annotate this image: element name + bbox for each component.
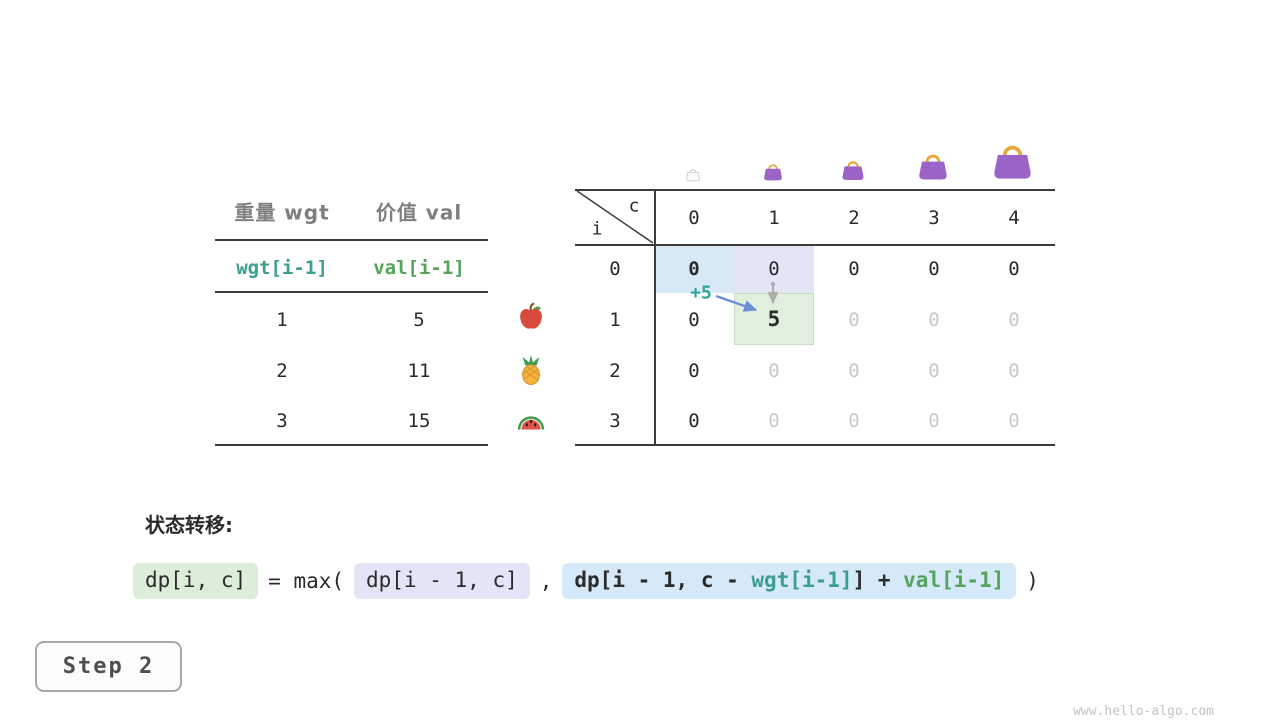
dp-cell-3-3: 0 (928, 410, 940, 432)
dp-cell-3-4: 0 (1008, 410, 1020, 432)
dp-cell-3-0: 0 (688, 410, 700, 432)
watermelon-icon (516, 406, 546, 440)
items-table-mid-rule (215, 291, 488, 293)
dp-col-header: 1 (768, 207, 780, 229)
formula-equals-max: = max( (268, 569, 345, 593)
dp-cell-0-3: 0 (928, 258, 940, 280)
formula-option-keep: dp[i - 1, c] (354, 563, 530, 599)
item-value: 11 (407, 360, 431, 382)
dp-cell-0-0: 0 (688, 258, 700, 280)
formula-option-take: dp[i - 1, c - wgt[i-1]] + val[i-1] (562, 563, 1017, 599)
dp-table-header-rule (575, 244, 1055, 246)
item-value: 5 (413, 309, 425, 331)
bag-xlarge-icon (990, 137, 1035, 186)
pineapple-icon (516, 355, 546, 389)
formula-take-mid: ] + (852, 568, 904, 592)
dp-cell-2-1: 0 (768, 360, 780, 382)
dp-cell-1-0: 0 (688, 309, 700, 331)
formula-take-prefix: dp[i - 1, c - (574, 568, 752, 592)
highlight-cell-0-0 (655, 246, 734, 293)
corner-diagonal-line (576, 190, 654, 244)
items-table-top-rule (215, 239, 488, 241)
dp-col-header: 0 (688, 207, 700, 229)
item-weight: 2 (276, 360, 288, 382)
dp-cell-1-3: 0 (928, 309, 940, 331)
dp-col-header: 4 (1008, 207, 1020, 229)
state-transition-label: 状态转移: (145, 513, 233, 537)
item-weight: 3 (276, 410, 288, 432)
items-table-bottom-rule (215, 444, 488, 446)
bag-medium-icon (840, 156, 866, 186)
corner-row-var: i (591, 218, 603, 240)
dp-row-header: 3 (609, 410, 621, 432)
item-weight: 1 (276, 309, 288, 331)
bag-small-icon (762, 160, 784, 186)
dp-row-header: 1 (609, 309, 621, 331)
dp-cell-2-0: 0 (688, 360, 700, 382)
dp-col-header: 2 (848, 207, 860, 229)
formula-lhs: dp[i, c] (133, 563, 259, 599)
formula-take-val: val[i-1] (903, 568, 1005, 592)
state-transition-formula: dp[i, c] = max( dp[i - 1, c] , dp[i - 1,… (133, 558, 1039, 604)
item-value: 15 (407, 410, 431, 432)
dp-row-header: 2 (609, 360, 621, 382)
dp-cell-3-1: 0 (768, 410, 780, 432)
formula-separator: , (539, 569, 553, 593)
add-value-annotation: +5 (690, 282, 712, 304)
dp-cell-0-1: 0 (768, 258, 780, 280)
items-formula-wgt: wgt[i-1] (236, 257, 328, 279)
dp-row-header: 0 (609, 258, 621, 280)
watermark: www.hello-algo.com (1073, 704, 1214, 719)
formula-close-paren: ) (1026, 569, 1039, 593)
dp-cell-1-4: 0 (1008, 309, 1020, 331)
dp-cell-1-2: 0 (848, 309, 860, 331)
items-formula-val: val[i-1] (373, 257, 465, 279)
dp-cell-3-2: 0 (848, 410, 860, 432)
dp-table-top-rule (575, 189, 1055, 191)
bag-empty-icon (685, 166, 701, 186)
dp-cell-2-4: 0 (1008, 360, 1020, 382)
dp-col-header: 3 (928, 207, 940, 229)
step-badge: Step 2 (35, 641, 182, 692)
apple-icon (516, 302, 546, 336)
dp-cell-1-1: 5 (767, 307, 781, 331)
dp-cell-2-3: 0 (928, 360, 940, 382)
dp-cell-0-4: 0 (1008, 258, 1020, 280)
dp-cell-0-2: 0 (848, 258, 860, 280)
dp-cell-2-2: 0 (848, 360, 860, 382)
dp-table-vertical-rule (654, 189, 656, 446)
bag-large-icon (916, 148, 950, 186)
corner-col-var: c (628, 195, 640, 217)
formula-take-wgt: wgt[i-1] (751, 568, 853, 592)
items-header-weight: 重量 wgt (234, 200, 330, 225)
dp-table-bottom-rule (575, 444, 1055, 446)
items-header-value: 价值 val (375, 200, 463, 225)
